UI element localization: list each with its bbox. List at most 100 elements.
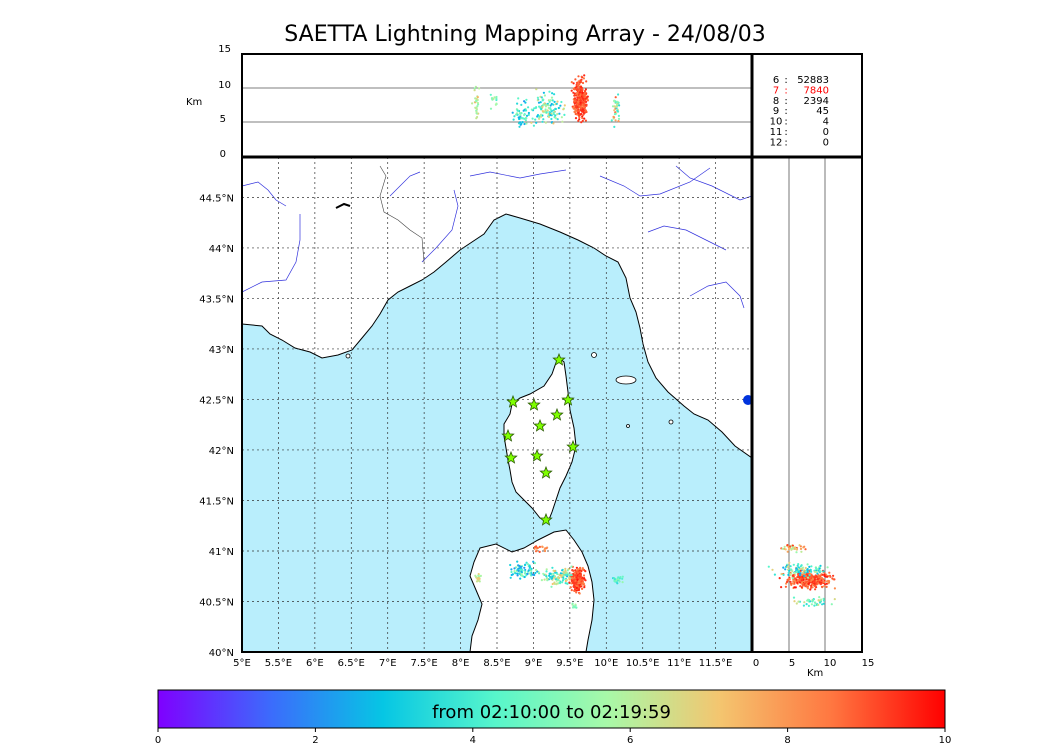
source-point	[583, 117, 586, 120]
source-point	[570, 565, 573, 568]
source-point	[613, 109, 616, 112]
source-point	[803, 545, 806, 548]
source-point	[778, 577, 781, 580]
source-point	[476, 96, 479, 99]
source-point	[614, 119, 617, 122]
source-point	[802, 604, 806, 607]
source-point	[819, 570, 822, 573]
source-point	[516, 109, 519, 112]
source-point	[555, 582, 559, 585]
map-panel	[242, 157, 752, 652]
source-point	[789, 582, 793, 585]
source-point	[573, 578, 576, 582]
source-point	[584, 579, 587, 582]
source-point	[553, 575, 556, 578]
top-ytick-0: 0	[220, 149, 226, 160]
source-point	[562, 576, 565, 579]
source-point	[564, 567, 567, 571]
source-point	[810, 584, 813, 588]
source-point	[789, 565, 792, 568]
source-point	[543, 548, 546, 551]
station-star	[539, 465, 553, 479]
source-point	[564, 573, 568, 576]
source-point	[476, 105, 479, 108]
source-point	[786, 550, 789, 553]
source-point	[575, 576, 578, 579]
source-point	[527, 106, 530, 109]
source-point	[789, 574, 792, 577]
longitude-label: 6°E	[306, 658, 324, 669]
source-point	[558, 112, 561, 115]
source-point	[618, 104, 621, 107]
source-point	[579, 103, 582, 106]
source-point	[801, 571, 804, 574]
source-point	[830, 603, 833, 606]
source-point	[573, 110, 576, 113]
source-point	[813, 604, 816, 607]
source-point	[784, 548, 787, 551]
hyeres-island	[345, 353, 351, 359]
source-point	[561, 569, 564, 572]
source-point	[780, 572, 783, 576]
source-point	[574, 86, 577, 89]
source-point	[477, 579, 480, 582]
source-point	[619, 576, 622, 579]
source-point	[576, 568, 579, 571]
source-point	[785, 580, 789, 584]
colorbar-tick-label: 4	[470, 735, 476, 746]
station-star	[552, 352, 566, 366]
station-count-value: 4	[823, 117, 829, 128]
source-point	[568, 578, 571, 581]
source-point	[558, 579, 561, 583]
top-panel-y-unit: Km	[186, 97, 202, 108]
source-point	[821, 603, 824, 606]
source-point	[793, 571, 796, 575]
source-point	[474, 100, 478, 103]
source-point	[614, 96, 617, 99]
source-point	[615, 105, 618, 108]
source-point	[538, 550, 541, 554]
source-point	[515, 112, 519, 115]
source-point	[578, 592, 581, 595]
source-point	[808, 565, 811, 569]
source-point	[820, 577, 824, 580]
source-point	[474, 85, 477, 88]
source-point	[613, 116, 616, 119]
source-point	[526, 572, 529, 576]
source-point	[519, 114, 522, 117]
side-xtick-10: 10	[824, 658, 837, 669]
station-star	[550, 407, 564, 421]
source-point	[552, 572, 555, 575]
source-point	[551, 99, 554, 102]
longitude-label: 8°E	[452, 658, 470, 669]
source-point	[554, 107, 557, 110]
source-point	[549, 107, 552, 110]
source-point	[823, 585, 826, 588]
source-point	[554, 114, 557, 117]
source-point	[542, 91, 546, 94]
source-point	[799, 585, 802, 588]
source-point	[523, 575, 526, 579]
source-point	[814, 585, 817, 588]
latitude-label: 40.5°N	[199, 597, 234, 608]
source-point	[523, 122, 526, 126]
country-border	[379, 165, 425, 263]
source-point	[823, 574, 826, 578]
station-count-separator: :	[784, 85, 787, 96]
map-graticule	[242, 157, 752, 652]
source-point	[572, 82, 575, 85]
source-point	[565, 571, 568, 574]
source-point	[822, 597, 825, 600]
source-point	[579, 87, 582, 90]
source-point	[586, 98, 589, 101]
source-point	[578, 118, 581, 121]
source-point	[528, 566, 532, 569]
latitude-tick-labels: 44.5°N 44°N 43.5°N 43°N 42.5°N 42°N 41.5°N 41°N…	[199, 193, 234, 659]
source-point	[544, 105, 548, 108]
source-point	[788, 569, 791, 572]
source-point	[805, 584, 808, 587]
source-point	[475, 580, 479, 583]
source-point	[767, 565, 770, 568]
source-point	[787, 573, 790, 577]
